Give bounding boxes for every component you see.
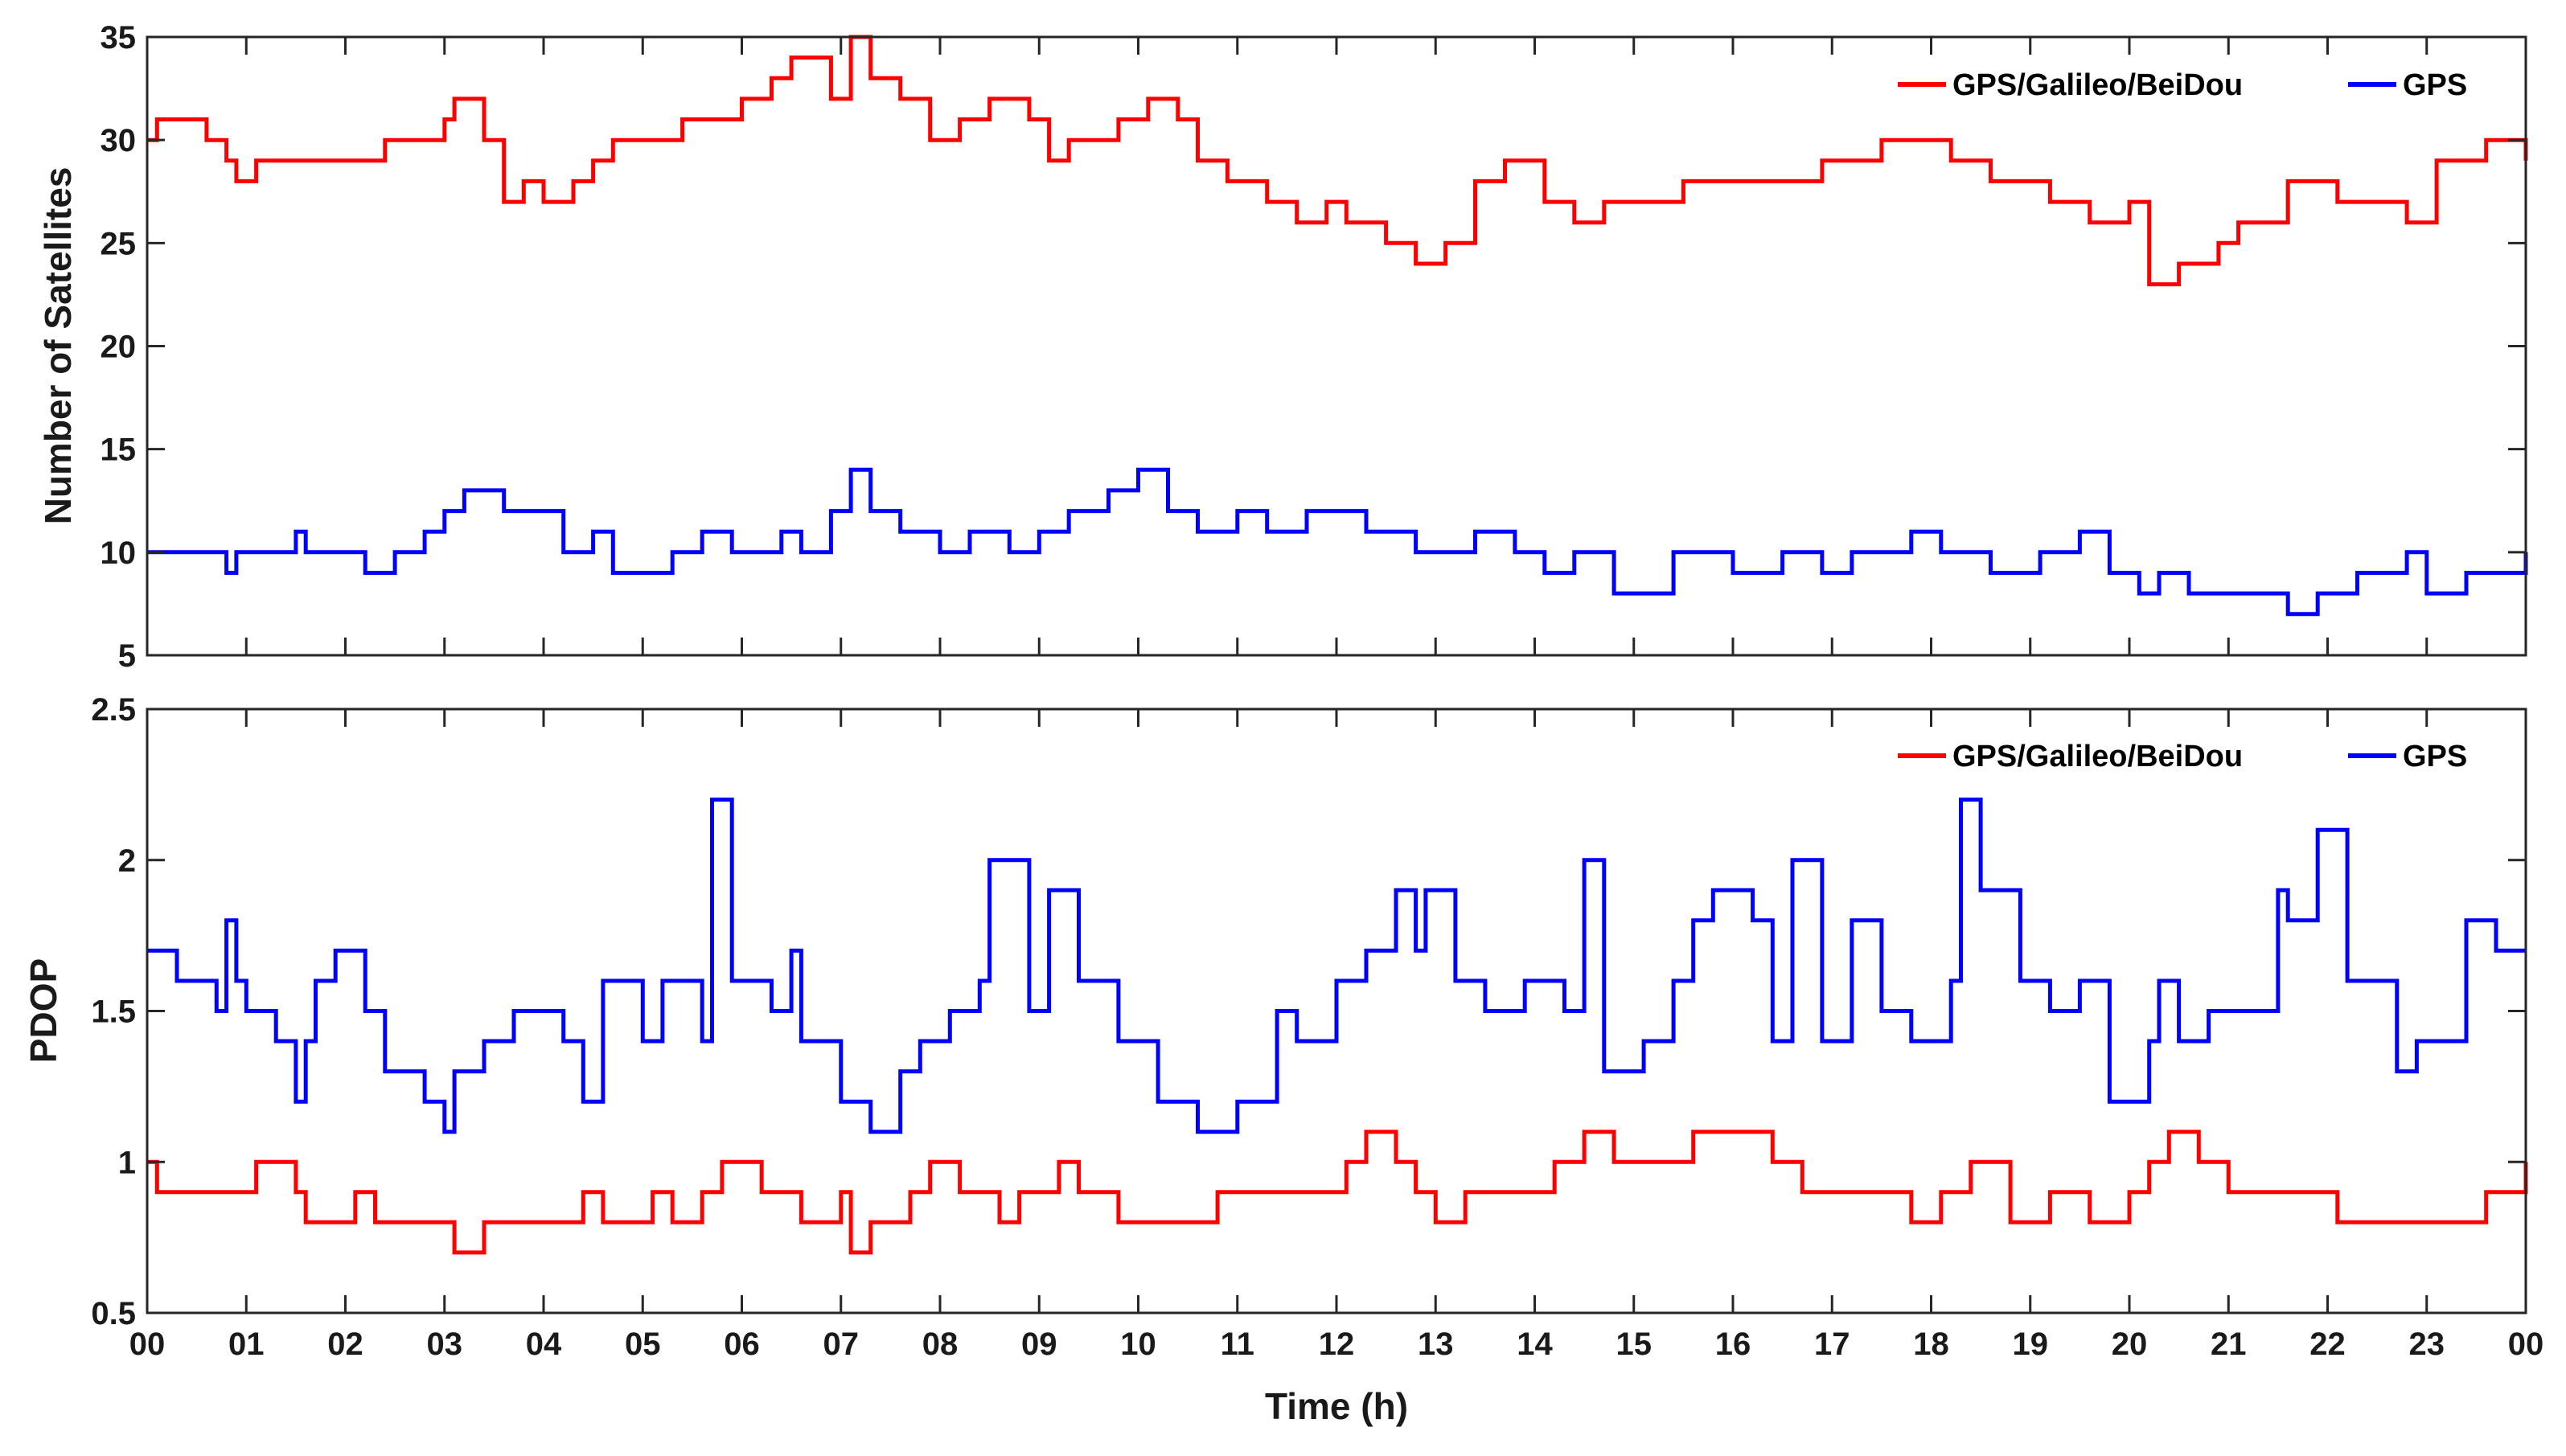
- xtick-label-0: 00: [129, 1327, 166, 1362]
- panel-satellites: 5 10 15 20 25 30 35 Number of Satellites GPS/G…: [37, 20, 2528, 674]
- xtick-label-6: 06: [724, 1327, 760, 1362]
- xtick-label-20: 20: [2112, 1327, 2148, 1362]
- ytick-label-top-3: 20: [101, 330, 137, 365]
- xtick-label-1: 01: [228, 1327, 265, 1362]
- xtick-label-12: 12: [1319, 1327, 1355, 1362]
- series-line-bottom-1: [147, 798, 2526, 1134]
- xtick-label-24: 00: [2508, 1327, 2544, 1362]
- legend-label-gps-pdop: GPS: [2403, 740, 2467, 773]
- xtick-label-10: 10: [1120, 1327, 1156, 1362]
- ytick-label-top-6: 35: [101, 20, 137, 55]
- xlabel-bottom: Time (h): [1265, 1385, 1408, 1427]
- xtick-label-15: 15: [1616, 1327, 1653, 1362]
- legend-label-gps: GPS: [2403, 68, 2467, 102]
- ytick-label-top-0: 5: [118, 638, 136, 674]
- ytick-label-bottom-0: 0.5: [91, 1296, 136, 1331]
- ytick-label-top-1: 10: [101, 535, 137, 571]
- xtick-label-4: 04: [526, 1327, 562, 1362]
- xticks-bottom: 00 01 02 03 04 05 06 07 08 09 10 11 12 13 14 15 16 17 18 19…: [129, 709, 2544, 1362]
- series-line-top-1: [147, 467, 2528, 617]
- xtick-label-17: 17: [1814, 1327, 1850, 1362]
- xtick-label-9: 09: [1021, 1327, 1057, 1362]
- xtick-label-16: 16: [1715, 1327, 1751, 1362]
- xtick-label-13: 13: [1418, 1327, 1454, 1362]
- xtick-label-22: 22: [2309, 1327, 2346, 1362]
- ytick-label-bottom-1: 1: [118, 1145, 136, 1180]
- yticks-top: 5 10 15 20 25 30 35: [101, 20, 2526, 674]
- ytick-label-top-4: 25: [101, 226, 137, 261]
- series-group-top: [147, 35, 2528, 617]
- ytick-label-bottom-4: 2.5: [91, 692, 136, 728]
- ytick-label-top-5: 30: [101, 123, 137, 158]
- xtick-label-19: 19: [2013, 1327, 2049, 1362]
- yticks-bottom: 0.5 1 1.5 2 2.5: [91, 692, 2526, 1331]
- ytick-label-bottom-3: 2: [118, 843, 136, 879]
- legend-label-multi-gnss-pdop: GPS/Galileo/BeiDou: [1952, 740, 2243, 773]
- xtick-label-7: 07: [823, 1327, 860, 1362]
- xtick-label-23: 23: [2409, 1327, 2445, 1362]
- series-line-bottom-0: [147, 1130, 2528, 1255]
- ylabel-top: Number of Satellites: [37, 167, 79, 525]
- ylabel-bottom: PDOP: [23, 958, 64, 1063]
- xtick-label-8: 08: [922, 1327, 959, 1362]
- ytick-label-bottom-2: 1.5: [91, 995, 136, 1030]
- plot-frame-top: [146, 35, 2527, 657]
- legend-label-multi-gnss: GPS/Galileo/BeiDou: [1952, 68, 2243, 102]
- xtick-label-11: 11: [1221, 1327, 1254, 1362]
- xtick-label-3: 03: [427, 1327, 463, 1362]
- series-group-bottom: [147, 798, 2528, 1255]
- legend-bottom: GPS/Galileo/BeiDou GPS: [1898, 740, 2467, 773]
- legend-top: GPS/Galileo/BeiDou GPS: [1898, 68, 2467, 102]
- xtick-label-18: 18: [1913, 1327, 1949, 1362]
- ytick-label-top-2: 15: [101, 433, 137, 468]
- xtick-label-2: 02: [327, 1327, 363, 1362]
- xtick-label-5: 05: [625, 1327, 661, 1362]
- series-line-top-0: [147, 35, 2528, 287]
- xticks-top: [146, 37, 2527, 655]
- panel-pdop: 0.5 1 1.5 2 2.5 00 01 02 03 04 05 06 07 08 09 10 11 12 13…: [23, 692, 2543, 1427]
- xtick-label-21: 21: [2211, 1327, 2247, 1362]
- xtick-label-14: 14: [1517, 1327, 1553, 1362]
